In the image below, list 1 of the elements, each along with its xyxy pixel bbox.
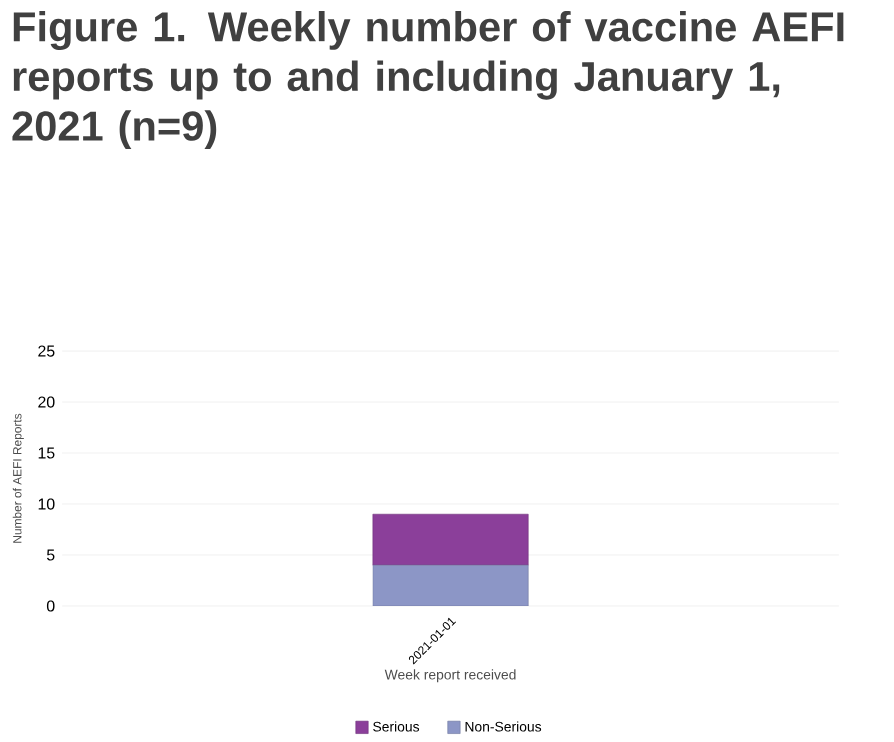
chart-title: Figure 1. Weekly number of vaccine AEFI reports up to and including January 1, 2021 (n=9) bbox=[12, 10, 844, 149]
